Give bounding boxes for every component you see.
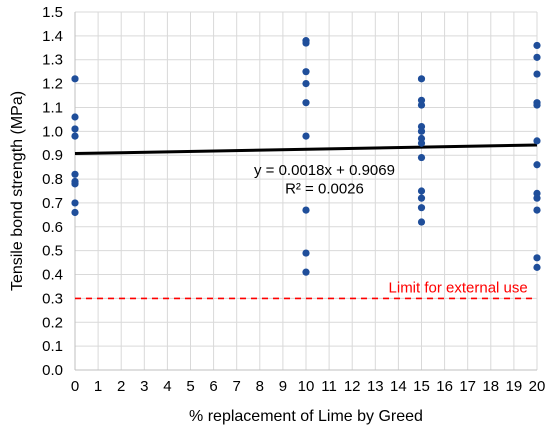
y-tick-label: 0.0 <box>42 362 63 379</box>
data-point <box>533 254 541 262</box>
data-point <box>71 170 79 178</box>
x-tick-label: 8 <box>256 378 264 395</box>
y-tick-label: 0.2 <box>42 314 63 331</box>
x-tick-label: 18 <box>482 378 499 395</box>
data-point <box>417 139 426 147</box>
x-tick-label: 13 <box>367 378 384 395</box>
y-tick-label: 1.1 <box>42 99 63 116</box>
y-tick-label: 1.0 <box>42 123 63 140</box>
x-tick-label: 12 <box>344 378 361 395</box>
data-point <box>533 70 541 78</box>
data-point <box>533 161 541 169</box>
data-point <box>302 39 310 47</box>
data-point <box>417 187 426 195</box>
x-axis-title: % replacement of Lime by Greed <box>189 408 423 425</box>
trendline <box>74 143 538 156</box>
data-point <box>417 127 426 135</box>
x-tick-label: 10 <box>298 378 315 395</box>
data-point <box>417 101 426 109</box>
x-tick-label: 3 <box>140 378 148 395</box>
data-point <box>71 125 79 133</box>
x-tick-label: 16 <box>436 378 453 395</box>
data-points-layer <box>71 37 541 276</box>
data-point <box>533 41 541 50</box>
x-tick-label: 6 <box>209 378 217 395</box>
y-tick-label: 0.5 <box>42 243 63 260</box>
data-point <box>302 249 310 257</box>
trendline-equation: y = 0.0018x + 0.9069 <box>254 162 395 179</box>
y-tick-label: 1.2 <box>42 76 63 93</box>
y-tick-label: 0.1 <box>42 338 63 355</box>
limit-line-label: Limit for external use <box>389 279 528 296</box>
tick-labels-layer: 0 1 2 3 4 5 6 7 8 9 10 11 12 13 14 15 16 17 18 19 200.00.10.… <box>42 4 545 395</box>
x-tick-label: 14 <box>390 378 407 395</box>
data-point <box>533 137 541 145</box>
data-point <box>533 194 541 202</box>
x-tick-label: 0 <box>71 378 79 395</box>
data-point <box>71 180 79 188</box>
data-point <box>71 132 79 140</box>
x-tick-label: 7 <box>233 378 241 395</box>
x-tick-label: 20 <box>529 378 546 395</box>
x-tick-label: 4 <box>163 378 171 395</box>
x-tick-label: 19 <box>506 378 523 395</box>
data-point <box>71 113 79 121</box>
y-tick-label: 0.7 <box>42 195 63 212</box>
y-axis-title: Tensile bond strength (MPa) <box>9 91 26 291</box>
y-tick-label: 1.5 <box>42 4 63 21</box>
x-tick-label: 5 <box>186 378 194 395</box>
data-point <box>71 208 79 217</box>
x-tick-label: 17 <box>459 378 476 395</box>
data-point <box>533 263 541 271</box>
data-point <box>302 132 310 140</box>
trendline-r-squared: R² = 0.0026 <box>285 180 364 197</box>
y-tick-label: 0.6 <box>42 219 63 236</box>
data-point <box>417 153 426 162</box>
data-point <box>417 194 426 202</box>
data-point <box>417 204 426 212</box>
y-tick-label: 0.4 <box>42 267 63 284</box>
trendline-layer <box>74 143 538 156</box>
y-tick-label: 0.9 <box>42 147 63 164</box>
data-point <box>533 206 541 214</box>
data-point <box>302 80 310 88</box>
y-tick-label: 0.3 <box>42 290 63 307</box>
y-tick-label: 1.3 <box>42 52 63 69</box>
x-tick-label: 11 <box>321 378 337 395</box>
axis-layer <box>74 12 537 371</box>
data-point <box>533 53 541 61</box>
data-point <box>302 99 310 107</box>
y-tick-label: 0.8 <box>42 171 63 188</box>
data-point <box>417 218 426 226</box>
data-point <box>71 75 79 83</box>
x-tick-label: 9 <box>279 378 287 395</box>
x-tick-label: 15 <box>413 378 430 395</box>
data-point <box>533 101 541 109</box>
data-point <box>302 268 310 276</box>
data-point <box>302 206 310 214</box>
x-tick-label: 1 <box>94 378 102 395</box>
data-point <box>71 199 79 207</box>
data-point <box>417 75 426 83</box>
y-tick-label: 1.4 <box>42 28 63 45</box>
data-point <box>302 68 310 76</box>
x-tick-label: 2 <box>117 378 125 395</box>
